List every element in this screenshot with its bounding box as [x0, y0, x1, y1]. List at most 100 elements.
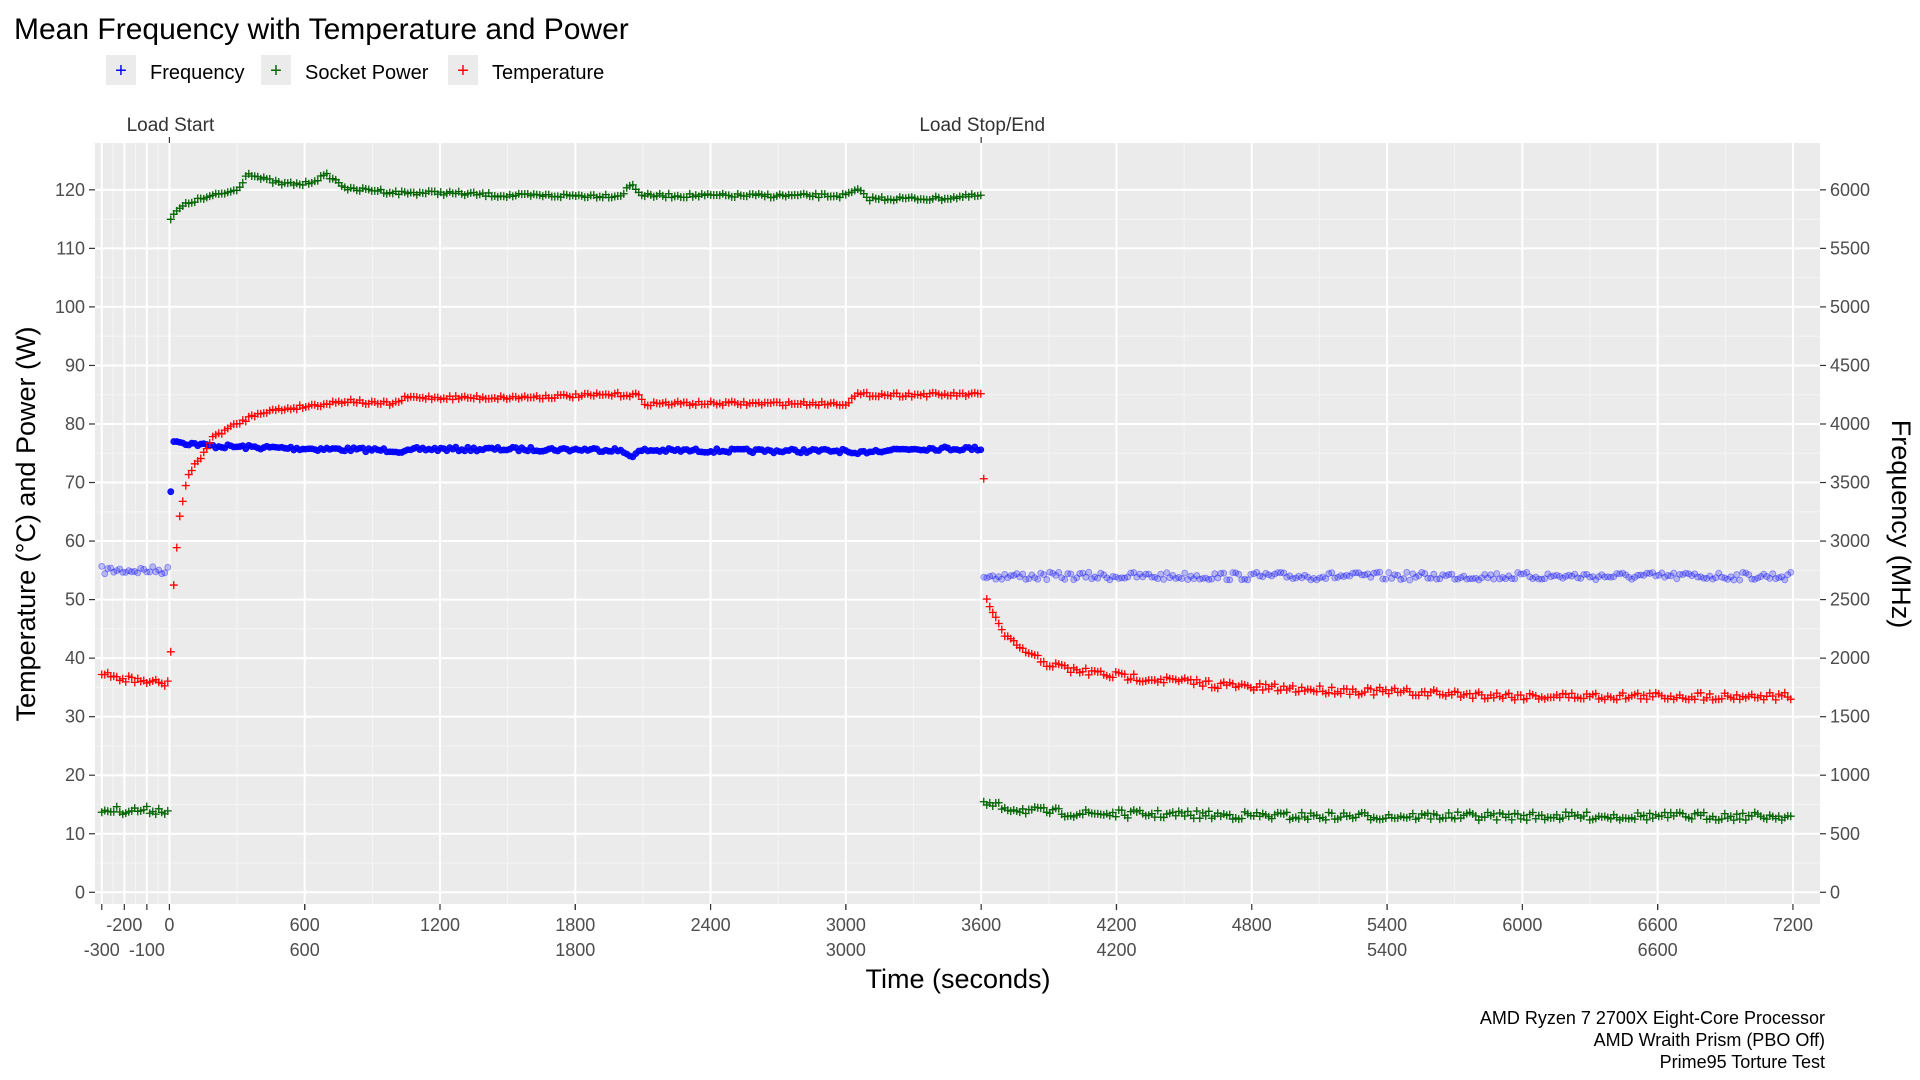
socket-power-point	[1582, 808, 1591, 817]
temperature-point	[979, 474, 988, 483]
frequency-point	[1496, 575, 1504, 583]
frequency-point	[1238, 576, 1246, 584]
frequency-point	[1703, 575, 1711, 582]
temperature-point	[1018, 644, 1027, 653]
socket-power-point	[1732, 810, 1741, 819]
frequency-point	[110, 568, 118, 576]
frequency-point	[1439, 571, 1447, 579]
annotation-label-0: Load Start	[127, 115, 215, 136]
frequency-point	[1415, 572, 1423, 580]
frequency-point	[1412, 573, 1420, 581]
temperature-point	[1159, 678, 1168, 687]
series-frequency	[98, 438, 1795, 584]
frequency-point	[128, 568, 136, 576]
frequency-point	[1514, 569, 1522, 576]
frequency-point	[1757, 573, 1765, 580]
frequency-point	[1604, 573, 1612, 581]
y-right-tick-label: 4000	[1830, 414, 1870, 434]
socket-power-point	[166, 215, 175, 224]
frequency-point	[986, 573, 994, 580]
socket-power-point	[1171, 811, 1180, 820]
frequency-point	[1586, 573, 1594, 581]
temperature-point	[985, 602, 994, 611]
frequency-point	[1322, 575, 1330, 583]
temperature-point	[1618, 689, 1627, 698]
frequency-point	[1178, 575, 1186, 583]
frequency-point	[1106, 576, 1114, 584]
frequency-point	[1706, 572, 1714, 580]
socket-power-point	[619, 189, 628, 198]
frequency-point	[1403, 568, 1411, 576]
socket-power-point	[1336, 813, 1345, 822]
socket-power-point	[1558, 814, 1567, 823]
socket-power-point	[1021, 809, 1030, 818]
temperature-point	[1360, 688, 1369, 697]
frequency-point	[125, 567, 133, 575]
frequency-point	[1460, 572, 1468, 580]
frequency-point	[122, 568, 130, 576]
y-right-tick-label: 2500	[1830, 590, 1870, 610]
frequency-point	[1142, 570, 1150, 578]
y-left-tick-label: 70	[65, 473, 85, 493]
frequency-point	[1748, 575, 1756, 583]
socket-power-point	[235, 183, 244, 192]
frequency-point	[1691, 570, 1699, 578]
temperature-point	[1039, 657, 1048, 666]
y-right-tick-label: 3500	[1830, 473, 1870, 493]
frequency-point	[1487, 571, 1495, 579]
frequency-point	[1409, 570, 1417, 578]
frequency-point	[983, 574, 991, 582]
frequency-point	[1559, 574, 1567, 582]
frequency-point	[1151, 573, 1159, 581]
temperature-point	[292, 405, 301, 414]
frequency-point	[1319, 573, 1327, 581]
frequency-point	[1670, 569, 1678, 577]
legend-label-frequency: Frequency	[150, 62, 245, 84]
temperature-point	[1189, 680, 1198, 689]
frequency-point	[1529, 575, 1537, 583]
temperature-point	[1567, 689, 1576, 698]
socket-power-point	[1504, 810, 1513, 819]
socket-power-point	[1039, 803, 1048, 812]
frequency-point	[152, 568, 160, 576]
temperature-point	[1780, 688, 1789, 697]
temperature-point	[1213, 684, 1222, 693]
y-right-tick-label: 5500	[1830, 238, 1870, 258]
y-right-tick-label: 1000	[1830, 765, 1870, 785]
temperature-point	[1591, 689, 1600, 698]
x-tick-label: -300	[84, 940, 120, 960]
socket-power-point	[163, 806, 172, 815]
temperature-point	[1579, 694, 1588, 703]
frequency-point	[1547, 573, 1555, 581]
frequency-point	[1556, 573, 1564, 580]
frequency-point	[1148, 573, 1156, 581]
frequency-point	[1292, 574, 1300, 582]
frequency-point	[1337, 572, 1345, 580]
frequency-point	[134, 569, 142, 577]
frequency-point	[1277, 569, 1285, 576]
frequency-point	[1256, 572, 1264, 580]
frequency-point	[1175, 574, 1183, 581]
frequency-point	[1388, 574, 1396, 582]
socket-power-point	[1408, 809, 1417, 818]
frequency-point	[1157, 570, 1165, 578]
frequency-point	[1232, 569, 1240, 577]
socket-power-point	[1471, 811, 1480, 820]
temperature-point	[1336, 689, 1345, 698]
temperature-point	[997, 625, 1006, 634]
frequency-point	[1649, 569, 1657, 577]
frequency-point	[1049, 569, 1057, 577]
frequency-point	[1517, 570, 1525, 578]
legend-marker-socket-power: +	[270, 60, 282, 82]
frequency-point	[1724, 575, 1732, 583]
frequency-point	[1085, 568, 1093, 576]
y-left-tick-label: 30	[65, 707, 85, 727]
frequency-point	[1511, 575, 1519, 583]
frequency-point	[104, 565, 112, 573]
frequency-point	[1250, 570, 1258, 578]
frequency-point	[1526, 573, 1534, 581]
frequency-point	[140, 565, 148, 573]
socket-power-point	[1630, 815, 1639, 824]
socket-power-point	[1108, 808, 1117, 817]
socket-power-point	[1741, 815, 1750, 824]
